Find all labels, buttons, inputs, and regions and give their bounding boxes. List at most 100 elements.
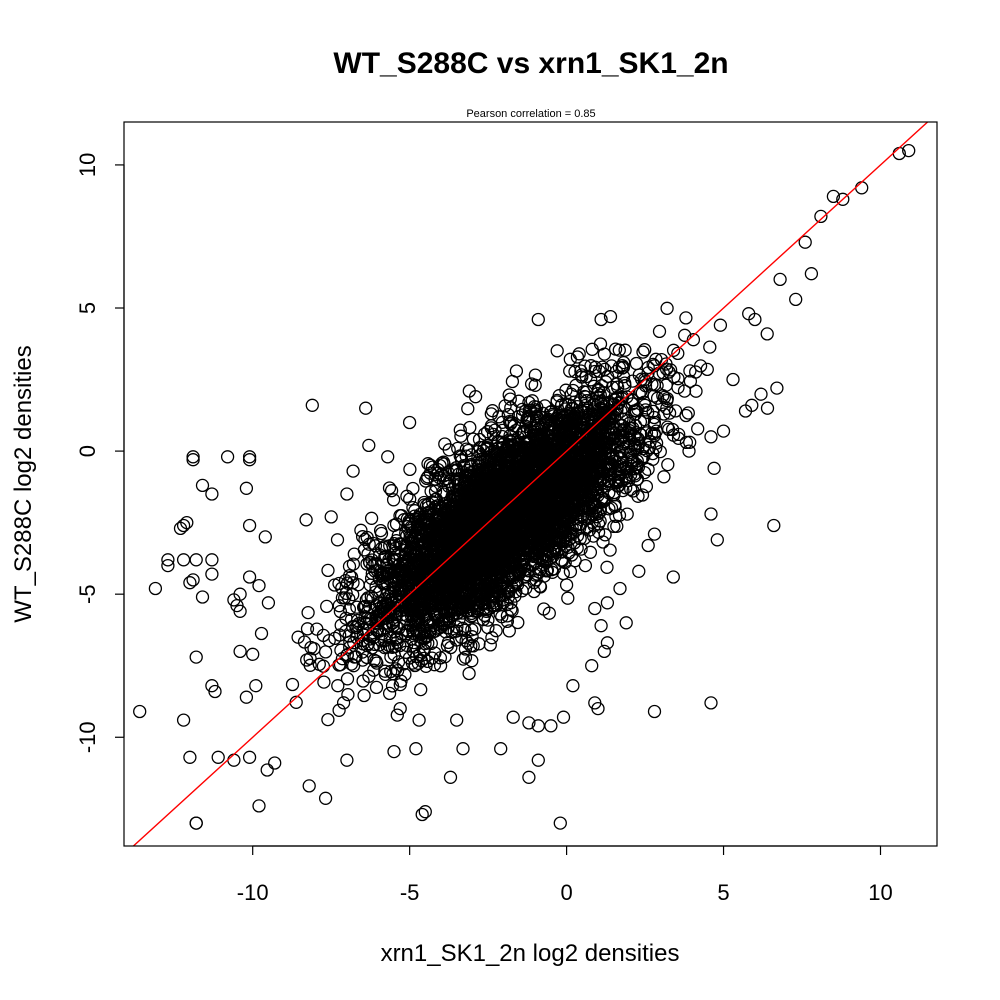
data-point [603,432,617,446]
data-point [462,499,476,513]
data-point [393,509,407,523]
data-point [501,561,516,575]
data-point [571,443,585,457]
data-point [468,622,482,636]
data-point [447,550,461,564]
data-point [462,666,476,681]
data-point [425,547,439,561]
data-point [332,703,346,717]
data-point [502,437,516,452]
data-point [451,441,465,456]
data-point [691,422,705,436]
data-point [436,576,450,591]
data-point [459,535,473,549]
data-point [502,624,516,638]
data-point [420,567,434,581]
data-point [321,712,335,727]
data-point [494,588,508,603]
data-point [495,415,510,429]
chart-title: WT_S288C vs xrn1_SK1_2n [333,47,728,80]
data-point [525,533,540,548]
data-point [592,364,607,378]
data-point [488,507,502,521]
data-point [512,486,526,501]
data-point [472,520,487,534]
data-point [683,364,697,378]
data-point [568,498,582,512]
data-point [478,579,493,593]
data-point [536,417,551,431]
data-point [411,656,425,670]
data-point [346,659,361,673]
data-point [579,369,593,384]
data-point [524,403,538,418]
data-point [402,587,416,602]
data-point [403,492,417,506]
data-point [593,460,607,474]
data-point [382,481,397,495]
data-point [301,605,315,620]
data-point [624,482,638,496]
data-point [558,531,572,545]
data-point [507,516,522,530]
data-point [494,570,508,585]
data-point [647,417,661,432]
data-point [451,567,466,581]
data-point [450,624,464,638]
data-point [392,621,406,635]
data-point [410,623,424,638]
data-point [502,388,516,402]
data-point [637,395,651,409]
chart-subtitle: Pearson correlation = 0.85 [466,108,595,120]
data-point [432,576,446,590]
data-point [453,423,467,437]
data-point [354,523,368,537]
data-point [393,677,407,692]
data-point [542,606,556,620]
data-point [681,406,695,420]
data-point [515,408,530,422]
data-point [422,598,437,612]
data-point [382,686,397,701]
data-point [417,602,432,617]
data-point [487,460,501,474]
data-point [595,360,610,374]
data-point [595,379,609,393]
data-point [403,462,417,477]
data-point [386,539,400,553]
data-point [585,507,599,521]
data-point [503,571,517,585]
data-point [458,650,473,664]
data-point [623,445,638,460]
data-point [561,591,575,605]
data-point [662,365,676,379]
data-point [421,457,435,471]
data-point [472,534,486,548]
data-point [447,514,462,528]
data-point [591,525,606,539]
data-point [297,635,312,649]
data-point [260,763,274,777]
data-point [390,708,404,722]
data-point [527,549,541,564]
data-point [545,417,559,431]
data-point [568,477,582,492]
data-point [546,549,560,563]
data-point [362,632,377,646]
data-point [538,548,552,562]
data-point [553,474,568,488]
data-point [373,523,388,538]
data-point [505,603,519,618]
data-point [591,397,605,411]
data-point [649,436,664,450]
data-point [489,624,503,638]
data-point [607,473,622,488]
data-point [327,578,342,592]
data-point [316,628,331,643]
data-point [454,429,468,443]
data-point [421,497,436,511]
data-point [382,589,396,603]
data-point [389,590,403,604]
data-point [358,610,372,624]
data-point [636,345,650,359]
